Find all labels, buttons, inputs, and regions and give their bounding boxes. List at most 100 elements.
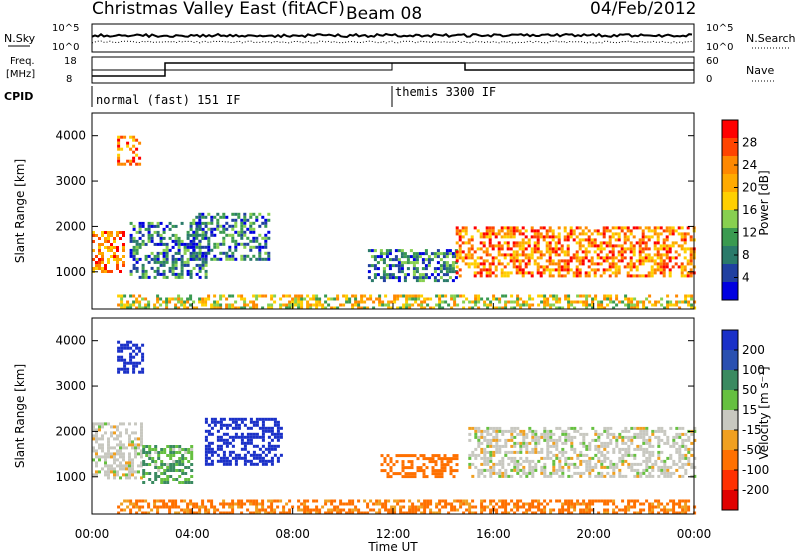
range-cell [621,456,625,460]
range-cell [333,499,337,503]
range-cell [237,230,241,234]
range-cell [611,250,615,254]
range-cell [617,226,621,230]
range-cell [382,270,386,274]
range-cell [249,438,253,442]
range-cell [177,297,181,301]
range-cell [500,226,504,230]
range-cell [174,242,178,246]
range-cell [471,499,475,503]
range-cell [98,470,101,474]
range-cell [501,505,505,509]
range-cell [501,474,505,478]
range-cell [382,276,386,280]
range-cell [507,511,511,515]
range-cell [373,255,377,259]
range-cell [680,238,684,242]
range-cell [187,466,191,469]
range-cell [116,425,119,429]
range-cell [279,306,283,310]
range-cell [210,306,214,310]
range-cell [285,294,289,298]
range-cell [128,461,131,465]
range-cell [501,429,505,433]
range-cell [397,270,401,274]
range-cell [647,253,651,257]
range-cell [107,437,110,441]
range-cell [195,306,199,310]
range-cell [513,429,517,433]
range-cell [147,502,151,506]
range-cell [477,471,481,475]
range-cell [324,511,328,515]
range-cell [435,505,439,509]
range-cell [234,426,238,430]
range-cell [397,264,401,268]
range-cell [509,256,513,260]
range-cell [693,511,697,515]
range-cell [237,212,241,216]
range-cell [401,460,405,464]
range-cell [360,511,364,515]
range-cell [151,481,155,484]
range-cell [653,241,657,245]
range-cell [432,306,436,310]
range-cell [669,444,673,448]
range-cell [240,224,244,228]
range-cell [575,256,579,260]
range-cell [477,474,481,478]
range-cell [569,226,573,230]
range-cell [536,250,540,254]
range-cell [582,432,586,436]
range-cell [590,262,594,266]
range-cell [687,303,691,307]
range-cell [527,241,531,245]
range-cell [500,229,504,233]
range-cell [506,232,510,236]
range-cell [587,259,591,263]
range-cell [503,271,507,275]
range-cell [101,267,104,270]
range-cell [657,502,661,506]
range-cell [240,233,244,237]
range-cell [198,224,202,228]
range-cell [252,306,256,310]
range-cell [273,511,277,515]
range-cell [647,274,651,278]
range-cell [470,244,474,248]
range-cell [288,499,292,503]
range-cell [672,508,676,512]
range-cell [128,473,131,477]
range-cell [129,248,133,252]
range-cell [587,229,591,233]
range-cell [687,294,691,298]
range-cell [134,431,137,435]
range-cell [273,423,277,427]
range-cell [531,465,535,469]
range-cell [198,242,202,246]
range-cell [243,254,247,258]
range-cell [261,294,265,298]
range-cell [606,294,610,298]
range-cell [252,239,256,243]
range-cell [678,474,682,478]
range-cell [498,450,502,454]
range-cell [249,245,253,249]
range-cell [128,467,131,471]
range-cell [563,238,567,242]
range-cell [656,256,660,260]
range-cell [548,274,552,278]
range-cell [476,265,480,269]
range-cell [579,300,583,304]
range-cell [264,508,268,512]
range-cell [198,218,202,222]
range-cell [258,508,262,512]
range-cell [680,265,684,269]
range-cell [657,450,661,454]
range-cell [419,469,423,473]
range-cell [668,232,672,236]
range-cell [642,453,646,457]
range-cell [570,499,574,503]
range-cell [104,431,107,435]
range-cell [213,417,217,421]
